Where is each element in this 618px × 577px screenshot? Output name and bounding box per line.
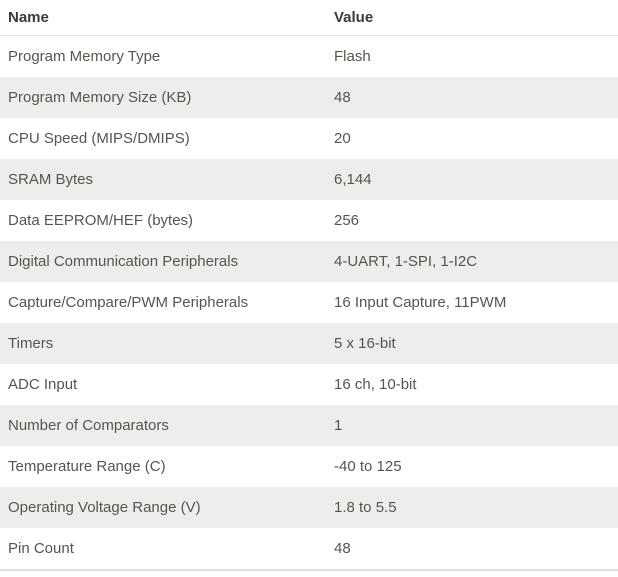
spec-name-cell: Capture/Compare/PWM Peripherals <box>8 294 249 311</box>
spec-value-cell: 5 x 16-bit <box>334 335 396 352</box>
spec-value-cell: 48 <box>334 540 351 557</box>
spec-value-cell: Flash <box>334 48 371 65</box>
header-row: Name Value <box>0 0 618 36</box>
spec-name-cell: Pin Count <box>8 540 74 557</box>
spec-value-cell: 16 Input Capture, 11PWM <box>334 294 507 311</box>
column-header-value: Value <box>326 0 618 36</box>
table-row: Program Memory Size (KB) 48 <box>0 77 618 118</box>
table-row: Program Memory Type Flash <box>0 35 618 77</box>
table-row: Operating Voltage Range (V) 1.8 to 5.5 <box>0 487 618 528</box>
spec-value-cell: 20 <box>334 130 351 147</box>
spec-name-cell: Program Memory Type <box>8 48 161 65</box>
spec-value-cell: 6,144 <box>334 171 372 188</box>
table-row: Digital Communication Peripherals 4-UART,… <box>0 241 618 282</box>
spec-name-cell: SRAM Bytes <box>8 171 94 188</box>
table-row: ADC Input 16 ch, 10-bit <box>0 364 618 405</box>
table-row: SRAM Bytes 6,144 <box>0 159 618 200</box>
spec-name-cell: Operating Voltage Range (V) <box>8 499 201 516</box>
spec-value-cell: 48 <box>334 89 351 106</box>
table-row: Capture/Compare/PWM Peripherals 16 Input … <box>0 282 618 323</box>
spec-name-cell: Number of Comparators <box>8 417 169 434</box>
spec-name-cell: Digital Communication Peripherals <box>8 253 239 270</box>
spec-name-cell: Program Memory Size (KB) <box>8 89 192 106</box>
table-row: CPU Speed (MIPS/DMIPS) 20 <box>0 118 618 159</box>
spec-value-cell: 1 <box>334 417 343 434</box>
table-row: Pin Count 48 <box>0 528 618 570</box>
table-row: Temperature Range (C) -40 to 125 <box>0 446 618 487</box>
spec-value-cell: 16 ch, 10-bit <box>334 376 417 393</box>
table-row: Data EEPROM/HEF (bytes) 256 <box>0 200 618 241</box>
table-row: Timers 5 x 16-bit <box>0 323 618 364</box>
spec-value-cell: 256 <box>334 212 360 229</box>
spec-value-cell: 4-UART, 1-SPI, 1-I2C <box>334 253 478 270</box>
column-header-name: Name <box>0 0 326 36</box>
spec-name-cell: Temperature Range (C) <box>8 458 166 475</box>
spec-name-cell: Data EEPROM/HEF (bytes) <box>8 212 194 229</box>
spec-value-cell: -40 to 125 <box>334 458 402 475</box>
spec-table-body: Program Memory Type Flash Program Memory S… <box>0 35 618 570</box>
spec-table-head: Name Value <box>0 0 618 36</box>
spec-name-cell: Timers <box>8 335 54 352</box>
spec-name-cell: CPU Speed (MIPS/DMIPS) <box>8 130 190 147</box>
spec-name-cell: ADC Input <box>8 376 78 393</box>
table-row: Number of Comparators 1 <box>0 405 618 446</box>
spec-value-cell: 1.8 to 5.5 <box>334 499 397 516</box>
